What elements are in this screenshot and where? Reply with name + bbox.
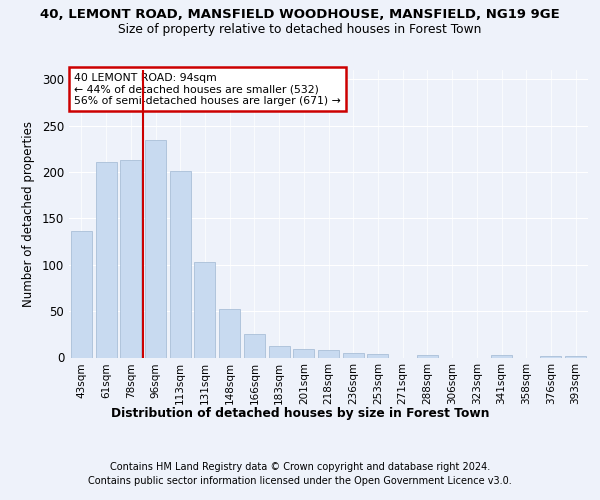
Bar [244, 334, 265, 357]
Bar [120, 160, 141, 358]
Bar [170, 171, 191, 358]
Text: Contains HM Land Registry data © Crown copyright and database right 2024.: Contains HM Land Registry data © Crown c… [110, 462, 490, 472]
Bar [269, 346, 290, 358]
Bar [343, 353, 364, 358]
Bar [71, 232, 92, 358]
Bar [219, 310, 240, 358]
Bar [194, 262, 215, 358]
Bar [145, 140, 166, 358]
Bar [95, 162, 116, 358]
Text: 40 LEMONT ROAD: 94sqm
← 44% of detached houses are smaller (532)
56% of semi-det: 40 LEMONT ROAD: 94sqm ← 44% of detached … [74, 73, 341, 106]
Bar [565, 356, 586, 358]
Bar [541, 356, 562, 358]
Bar [417, 354, 438, 358]
Text: Contains public sector information licensed under the Open Government Licence v3: Contains public sector information licen… [88, 476, 512, 486]
Bar [318, 350, 339, 358]
Bar [293, 349, 314, 358]
Text: 40, LEMONT ROAD, MANSFIELD WOODHOUSE, MANSFIELD, NG19 9GE: 40, LEMONT ROAD, MANSFIELD WOODHOUSE, MA… [40, 8, 560, 20]
Bar [367, 354, 388, 358]
Bar [491, 354, 512, 358]
Text: Distribution of detached houses by size in Forest Town: Distribution of detached houses by size … [111, 408, 489, 420]
Text: Size of property relative to detached houses in Forest Town: Size of property relative to detached ho… [118, 22, 482, 36]
Y-axis label: Number of detached properties: Number of detached properties [22, 120, 35, 306]
